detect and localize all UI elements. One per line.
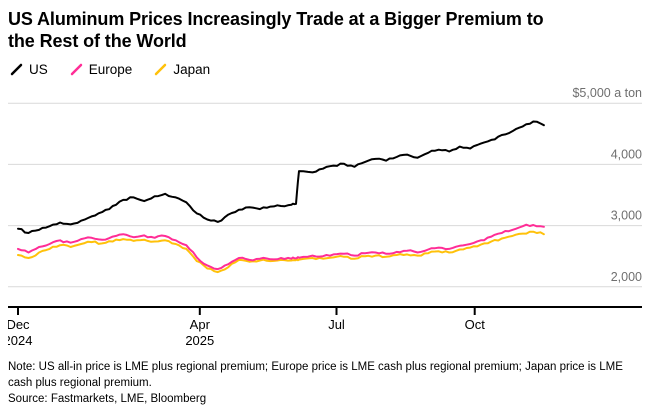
legend-item-us: US <box>10 62 48 77</box>
chart-title-line-1: US Aluminum Prices Increasingly Trade at… <box>8 9 544 29</box>
europe-line-swatch-icon <box>70 63 83 76</box>
chart-area: 2,000 3,000 4,000 $5,000 a ton Dec2024 Apr202… <box>4 80 643 353</box>
series-line-europe <box>17 223 545 271</box>
legend-item-japan: Japan <box>154 62 210 77</box>
y-axis-label-4000: 4,000 <box>611 147 642 161</box>
chart-title-line-2: the Rest of the World <box>8 30 187 51</box>
us-line-swatch-icon <box>10 63 23 76</box>
x-axis-label-apr: Apr <box>190 317 211 332</box>
y-axis-label-5000: $5,000 a ton <box>572 86 642 100</box>
chart-title: US Aluminum Prices Increasingly Trade at… <box>8 9 642 53</box>
series-line-japan <box>17 230 545 274</box>
chart-legend: US Europe Japan <box>10 62 642 77</box>
japan-line-swatch-icon <box>155 63 167 76</box>
legend-label-japan: Japan <box>173 61 211 77</box>
legend-label-us: US <box>29 61 48 77</box>
y-axis-label-3000: 3,000 <box>611 209 642 223</box>
x-axis-year-2025: 2025 <box>185 333 214 348</box>
source-line: Source: Fastmarkets, LME, Bloomberg <box>8 393 207 406</box>
legend-item-europe: Europe <box>70 61 133 77</box>
legend-label-europe: Europe <box>88 61 133 77</box>
price-line-chart: 2,000 3,000 4,000 $5,000 a ton Dec2024 Apr202… <box>4 86 643 348</box>
x-axis-year-2024: 2024 <box>8 333 32 348</box>
series-line-us <box>17 120 545 234</box>
x-axis-label-jul: Jul <box>328 317 345 332</box>
x-axis-label-oct: Oct <box>465 317 486 332</box>
x-axis-label-dec: Dec <box>8 317 30 332</box>
footnote: Note: US all-in price is LME plus region… <box>8 360 623 389</box>
y-axis-label-2000: 2,000 <box>611 270 642 284</box>
